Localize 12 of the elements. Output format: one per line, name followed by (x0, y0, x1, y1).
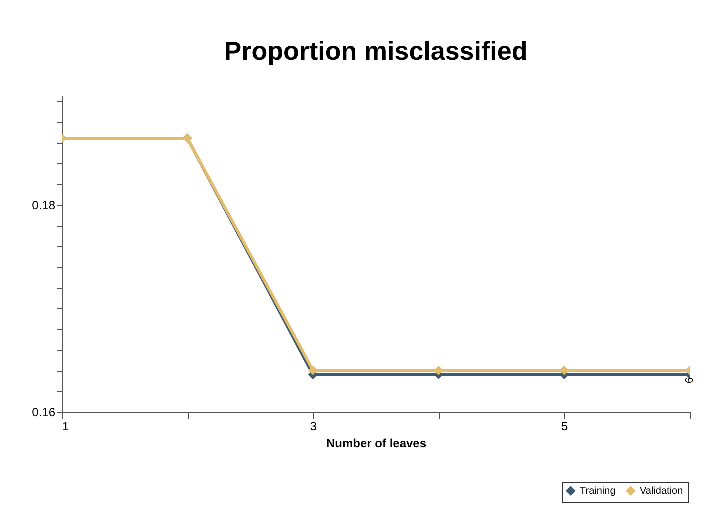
point (308, 366, 318, 376)
y-tick-label: 0.18 (32, 198, 56, 212)
x-tick-label: 1 (62, 420, 70, 434)
legend-label: Training (580, 486, 616, 498)
x-tick-label: 3 (310, 420, 318, 434)
y-tick-label: 0.16 (32, 406, 56, 420)
legend-label: Validation (640, 486, 684, 498)
chart-title: Proportion misclassified (224, 36, 528, 66)
x-tick-label: 5 (562, 420, 569, 434)
annotation: 6 (684, 377, 696, 384)
x-axis-title: Number of leaves (326, 436, 427, 450)
point (560, 366, 570, 376)
